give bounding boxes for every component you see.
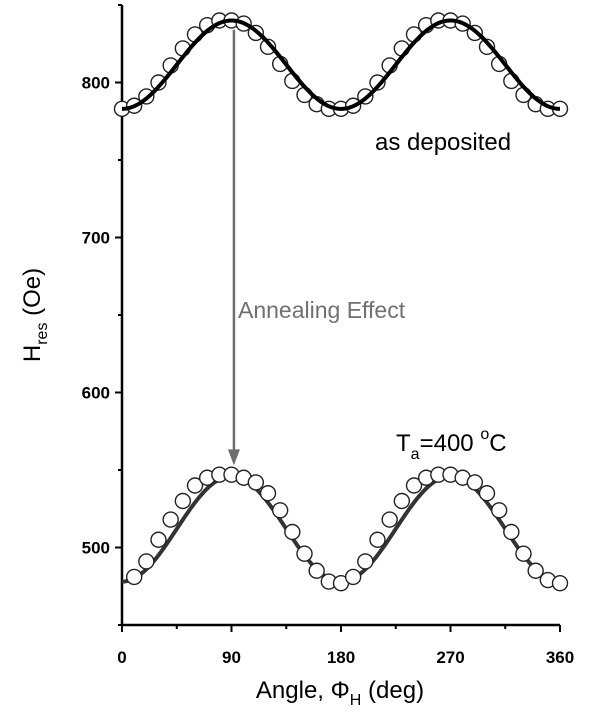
x-tick-label: 90 — [222, 648, 241, 667]
data-point — [405, 477, 423, 494]
y-tick-label: 700 — [82, 229, 110, 248]
annotation-as-deposited: as deposited — [375, 129, 511, 156]
x-axis-title: Angle, ΦH (deg) — [256, 677, 424, 709]
data-point — [344, 568, 362, 586]
data-point — [466, 474, 484, 491]
data-point — [478, 38, 496, 56]
x-tick-label: 270 — [436, 648, 464, 667]
data-point — [174, 492, 192, 510]
data-point — [369, 531, 386, 548]
y-tick-label: 600 — [82, 384, 110, 403]
data-point — [296, 545, 313, 562]
data-point — [515, 545, 532, 562]
data-point — [308, 562, 325, 579]
series-layer — [113, 12, 569, 592]
data-point — [150, 531, 167, 548]
annotation-annealing-temperature: Ta=400 oC — [396, 426, 507, 463]
data-point — [503, 523, 520, 541]
data-point — [247, 474, 265, 491]
y-tick-label: 800 — [82, 74, 110, 93]
data-point — [259, 38, 277, 56]
data-point — [138, 553, 155, 570]
data-point — [125, 568, 143, 586]
x-tick-label: 180 — [327, 648, 355, 667]
y-tick-label: 500 — [82, 539, 110, 558]
data-point — [369, 74, 386, 91]
fit-line-overlay — [121, 18, 561, 111]
annotation-annealing-effect: Annealing Effect — [238, 297, 406, 323]
annealing-arrow-head — [227, 449, 240, 466]
data-point — [478, 485, 496, 502]
data-point — [271, 502, 289, 519]
data-point — [551, 574, 569, 592]
x-tick-label: 360 — [546, 648, 574, 667]
data-point — [284, 523, 301, 541]
data-point — [381, 511, 398, 528]
data-point — [259, 485, 277, 502]
data-point — [186, 477, 204, 494]
annotation-layer: as deposited Annealing Effect Ta=400 oC — [227, 29, 511, 466]
data-point — [162, 511, 179, 528]
data-point — [357, 553, 374, 570]
y-axis-title: Hres (Oe) — [19, 268, 51, 362]
data-point — [527, 562, 544, 579]
data-point — [150, 74, 167, 91]
x-tick-label: 0 — [117, 648, 126, 667]
data-point — [490, 502, 508, 519]
data-point — [393, 492, 411, 510]
